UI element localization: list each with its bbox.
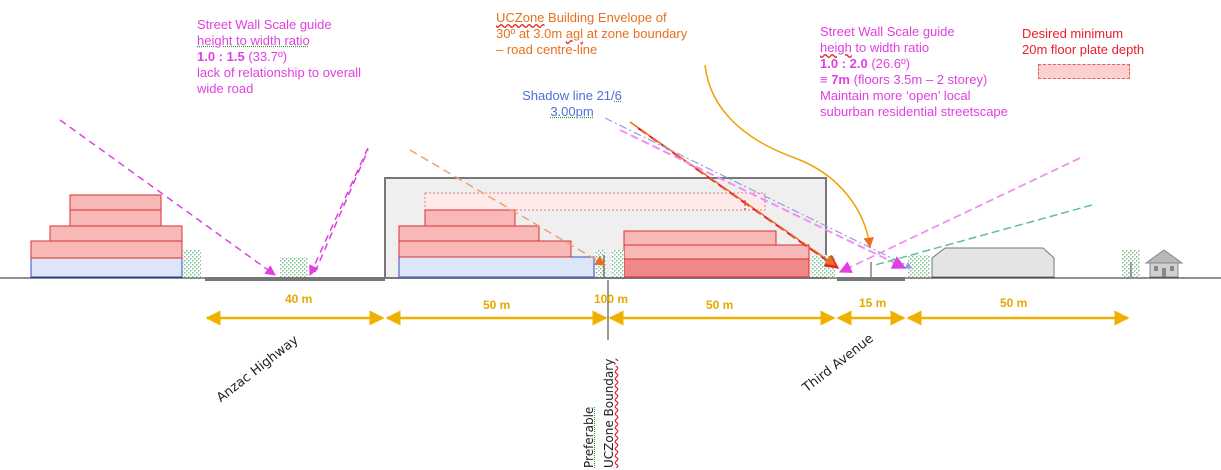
right-angle-line-1: [619, 129, 907, 269]
green-angle-line: [874, 204, 1093, 266]
shadow-line-label: Shadow line 21/6 3.00pm: [522, 88, 622, 119]
tree-icon: [183, 250, 201, 277]
dimension-label: 40 m: [285, 292, 313, 306]
tree-icon: [280, 257, 308, 277]
left-building: [30, 194, 183, 278]
third-ave-road-strip: [837, 277, 905, 281]
floorplate-legend-swatch: [1038, 64, 1130, 79]
anzac-road-strip: [205, 277, 385, 281]
uc-zone-boundary-label: UCZone Boundary: [602, 358, 616, 468]
right-angle-line-2: [838, 157, 1081, 273]
envelope-label: UCZone Building Envelope of 30º at 3.0m …: [496, 10, 688, 57]
dimension-label: 100 m: [594, 292, 629, 306]
preferable-label: Preferable: [582, 406, 596, 468]
left-scale-guide-label: Street Wall Scale guide height to width …: [197, 17, 362, 96]
dimension-label: 50 m: [706, 298, 734, 312]
tree-icon: [908, 255, 930, 277]
right-scale-guide-label: Street Wall Scale guide heigh to width r…: [820, 24, 1008, 119]
centre-building: [398, 209, 595, 278]
tree-icon: [612, 250, 624, 277]
house-outline: [931, 247, 1055, 278]
left-angle-line-2: [309, 147, 369, 276]
house-icon: [1144, 249, 1184, 278]
left-angle-line-3: [314, 149, 369, 273]
right-uc-building: [623, 230, 810, 278]
dimension-label: 50 m: [1000, 296, 1028, 310]
dimension-label: 15 m: [859, 296, 887, 310]
floorplate-label: Desired minimum 20m floor plate depth: [1022, 26, 1145, 57]
shadow-line: [604, 117, 913, 269]
dimension-label: 50 m: [483, 298, 511, 312]
envelope-pointer: [704, 64, 874, 249]
orange-envelope-line: [409, 149, 606, 266]
left-angle-line-1: [59, 119, 276, 276]
